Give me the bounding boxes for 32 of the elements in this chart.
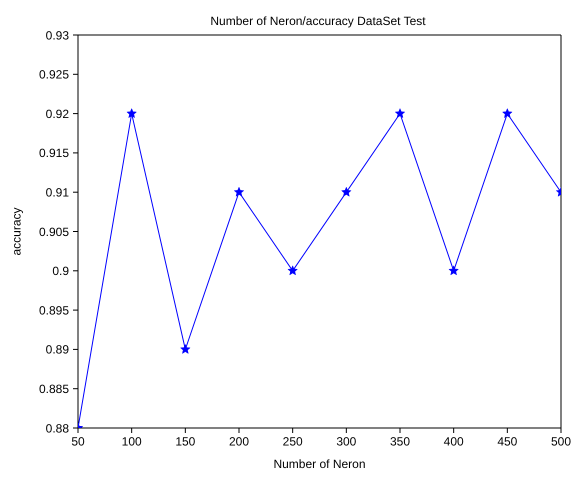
x-tick-label: 50 [71, 434, 85, 449]
y-axis-title: accuracy [9, 207, 24, 256]
point [288, 266, 298, 276]
point [448, 266, 459, 276]
x-tick-label: 400 [444, 434, 464, 449]
point [234, 186, 244, 196]
point [394, 108, 406, 118]
x-tick-label: 150 [175, 434, 196, 449]
x-tick-label: 450 [497, 434, 518, 449]
point [341, 186, 352, 196]
y-tick-label: 0.905 [38, 224, 70, 239]
x-axis-title: Number of Neron [273, 457, 366, 471]
y-tick-label: 0.89 [46, 342, 70, 357]
y-tick-label: 0.91 [46, 185, 70, 200]
x-tick-label: 300 [336, 434, 357, 449]
y-tick-label: 0.9 [52, 264, 70, 278]
y-tick-label: 0.93 [46, 28, 70, 42]
x-tick-label: 350 [390, 434, 410, 449]
y-tick-label: 0.915 [38, 146, 70, 160]
point [180, 344, 190, 354]
y-tick-label: 0.88 [46, 421, 70, 436]
point [126, 108, 137, 118]
y-tick-label: 0.925 [38, 68, 70, 82]
x-tick-label: 500 [550, 434, 572, 449]
y-tick-label: 0.895 [38, 303, 70, 318]
chart-title: Number of Neron/accuracy DataSet Test [209, 14, 427, 28]
x-tick-label: 100 [122, 434, 142, 449]
y-tick-label: 0.885 [38, 382, 70, 396]
y-tick-label: 0.92 [46, 106, 70, 121]
x-tick-label: 200 [228, 434, 250, 449]
x-tick-label: 250 [282, 434, 303, 449]
point [502, 108, 512, 118]
